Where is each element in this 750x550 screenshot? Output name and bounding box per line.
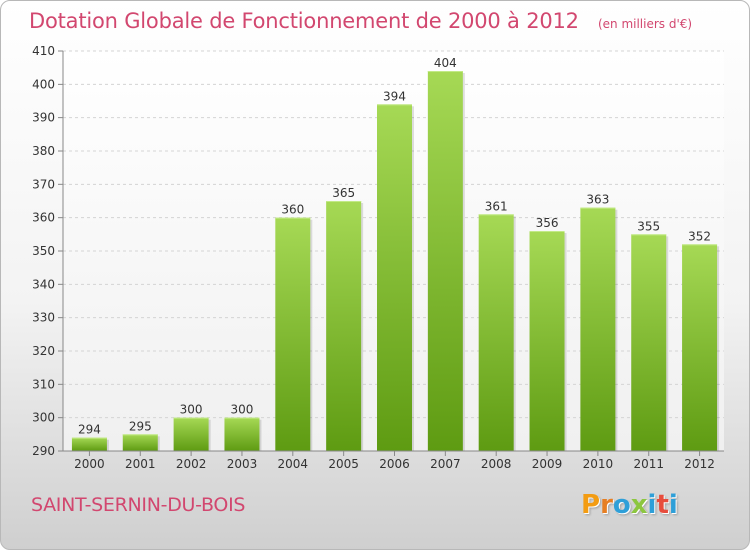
y-tick-label: 330 [32, 311, 55, 325]
proxiti-logo: Proxiti [581, 490, 678, 520]
y-tick-label: 370 [32, 177, 55, 191]
bar [173, 417, 209, 451]
bar [377, 104, 412, 451]
x-tick-label: 2010 [583, 457, 614, 471]
bar [224, 417, 260, 451]
chart-title: Dotation Globale de Fonctionnement de 20… [29, 9, 579, 33]
y-tick-label: 290 [32, 444, 55, 458]
data-label: 363 [586, 193, 609, 207]
x-tick-label: 2001 [125, 457, 156, 471]
bar [326, 201, 362, 451]
y-tick-label: 300 [32, 411, 55, 425]
data-label: 356 [536, 216, 559, 230]
logo-letter: r [600, 490, 613, 520]
logo-letter: x [630, 490, 648, 520]
y-tick-label: 400 [32, 77, 55, 91]
y-tick-label: 410 [32, 44, 55, 58]
commune-name: SAINT-SERNIN-DU-BOIS [31, 494, 246, 516]
y-tick-label: 320 [32, 344, 55, 358]
data-label: 300 [180, 403, 203, 417]
x-tick-label: 2008 [481, 457, 512, 471]
logo-letter: o [612, 490, 631, 520]
y-tick-label: 350 [32, 244, 55, 258]
data-label: 294 [78, 423, 101, 437]
x-tick-label: 2000 [74, 457, 105, 471]
x-tick-label: 2009 [532, 457, 563, 471]
data-label: 365 [332, 186, 355, 200]
bar [631, 234, 667, 451]
data-label: 360 [281, 203, 304, 217]
bar [275, 217, 311, 451]
x-tick-label: 2005 [328, 457, 359, 471]
title-row: Dotation Globale de Fonctionnement de 20… [29, 9, 692, 33]
y-tick-label: 360 [32, 211, 55, 225]
data-label: 355 [637, 219, 660, 233]
bar [682, 244, 718, 451]
axis-layer: 290 300 310 320 330 340 350 360 370 380 390 400 410 2… [32, 44, 724, 471]
x-tick-label: 2004 [278, 457, 309, 471]
x-tick-label: 2007 [430, 457, 461, 471]
x-tick-label: 2002 [176, 457, 207, 471]
bar [71, 437, 107, 451]
y-tick-label: 390 [32, 111, 55, 125]
data-label: 300 [231, 403, 254, 417]
data-label: 352 [688, 229, 711, 243]
x-tick-label: 2006 [379, 457, 410, 471]
bar [580, 207, 616, 451]
y-tick-label: 310 [32, 377, 55, 391]
bar-layer: 294 295 300 300 360 365 394 404 361 356 363 355 352 [71, 56, 720, 451]
bar [478, 214, 514, 451]
logo-letter: t [656, 490, 669, 520]
bar [122, 434, 158, 451]
data-label: 404 [434, 56, 457, 70]
bar [427, 71, 463, 451]
y-tick-label: 340 [32, 277, 55, 291]
chart-subtitle: (en milliers d'€) [597, 17, 693, 31]
logo-letter: i [647, 490, 657, 520]
bar [529, 231, 565, 451]
data-label: 295 [129, 419, 152, 433]
logo-letter: i [668, 490, 678, 520]
x-tick-label: 2003 [227, 457, 258, 471]
logo-letter: P [581, 490, 601, 520]
x-tick-label: 2012 [684, 457, 715, 471]
data-label: 394 [383, 89, 406, 103]
x-tick-label: 2011 [633, 457, 664, 471]
y-tick-label: 380 [32, 144, 55, 158]
data-label: 361 [485, 199, 508, 213]
